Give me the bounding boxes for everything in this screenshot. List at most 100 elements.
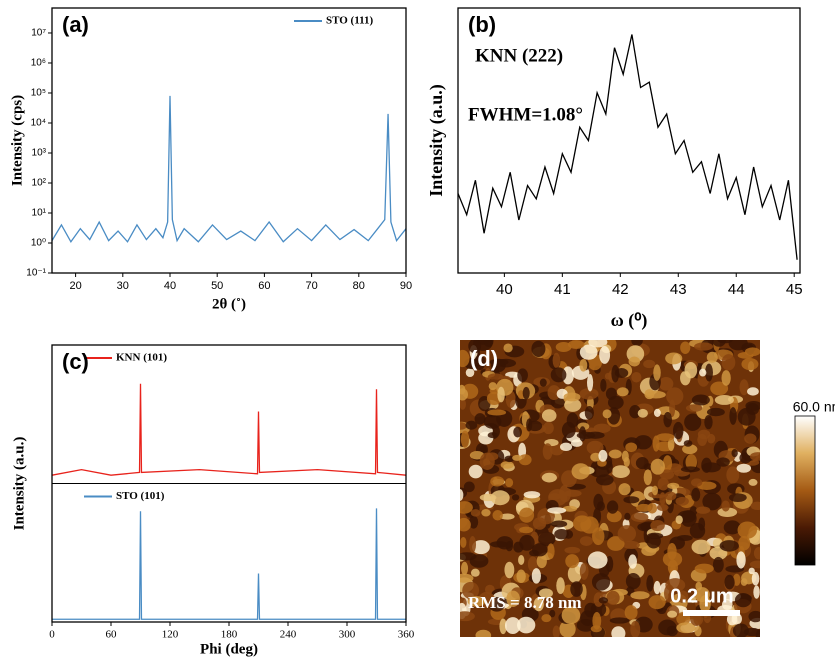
afm-grain [469,536,476,553]
legend-label: STO (101) [116,490,165,502]
afm-grain [517,617,535,634]
afm-grain [610,617,630,623]
afm-grain [567,413,579,428]
afm-grain [471,569,480,577]
afm-grain [556,342,572,352]
afm-grain [622,451,629,463]
afm-grain [694,342,713,350]
afm-grain [623,541,640,549]
colorbar-label: 60.0 nm [793,399,835,415]
afm-grain [680,341,690,354]
afm-grain [488,432,498,438]
y-tick-label: 10⁰ [31,238,46,249]
afm-grain [471,509,481,516]
x-tick-label: 40 [496,281,513,298]
afm-grain [684,440,693,447]
afm-grain [490,476,504,486]
afm-grain [587,374,593,391]
figure: STO (111)203040506070809010⁻¹10⁰10¹10²10… [0,0,835,663]
afm-grain [592,527,604,545]
afm-grain [625,443,637,453]
afm-grain [572,463,590,479]
afm-grain [547,543,554,559]
afm-grain [650,520,665,531]
afm-grain [651,459,665,475]
data-line [458,35,797,260]
afm-grain [599,597,608,603]
afm-grain [547,507,566,514]
afm-grain [753,585,759,598]
y-tick-label: 10² [32,178,47,189]
y-axis-label: Intensity (a.u.) [426,84,447,197]
afm-grain [631,372,641,382]
afm-grain [667,543,676,560]
afm-grain [630,621,640,638]
afm-grain [523,387,530,400]
afm-grain [731,449,737,457]
x-tick-label: 43 [670,281,687,298]
afm-grain [741,578,748,586]
afm-grain [716,457,730,466]
afm-grain [646,533,661,548]
x-tick-label: 40 [164,280,176,292]
x-axis-label: 2θ (˚) [212,296,246,312]
afm-grain [457,518,471,532]
afm-grain [487,409,506,415]
afm-grain [612,465,630,478]
afm-grain [699,369,706,377]
afm-grain [738,521,757,538]
x-tick-label: 300 [339,629,356,641]
x-tick-label: 60 [258,280,270,292]
afm-grain [686,404,703,412]
annotation: RMS = 8.78 nm [468,593,582,612]
y-tick-label: 10⁻¹ [26,268,46,279]
x-tick-label: 80 [353,280,365,292]
afm-grain [461,431,469,448]
x-tick-label: 50 [211,280,223,292]
afm-grain [739,379,748,395]
afm-grain [501,461,514,469]
afm-grain [736,551,745,568]
afm-grain [618,525,636,542]
panel-label: (b) [468,12,496,37]
afm-grain [491,490,510,505]
afm-grain [629,357,641,367]
afm-grain [643,360,655,368]
data-line [52,508,406,619]
afm-grain [751,502,764,510]
afm-grain [697,434,707,446]
afm-grain [565,554,579,568]
y-tick-label: 10³ [32,148,47,159]
afm-grain [532,543,548,556]
legend-label: KNN (101) [116,352,167,364]
afm-grain [455,422,467,430]
afm-grain [623,496,639,503]
afm-grain [481,509,490,516]
afm-grain [542,473,557,483]
afm-grain [625,605,638,620]
afm-grain [646,575,653,592]
afm-grain [588,551,608,568]
afm-grain [750,561,766,569]
afm-grain [580,563,589,580]
afm-grain [675,497,688,506]
afm-grain [652,486,658,496]
afm-grain [630,591,649,599]
afm-grain [553,626,560,639]
afm-grain [461,562,468,575]
afm-grain [747,387,759,395]
afm-grain [619,483,631,495]
afm-grain [592,573,610,591]
data-line [52,96,406,242]
afm-grain [735,593,752,607]
x-tick-label: 20 [69,280,81,292]
afm-grain [704,415,712,429]
afm-grain [617,387,629,396]
afm-grain [657,504,669,511]
afm-grain [592,612,601,630]
afm-grain [531,341,545,357]
afm-grain [564,547,580,554]
colorbar [795,416,815,565]
afm-grain [606,591,619,605]
afm-grain [647,503,657,514]
